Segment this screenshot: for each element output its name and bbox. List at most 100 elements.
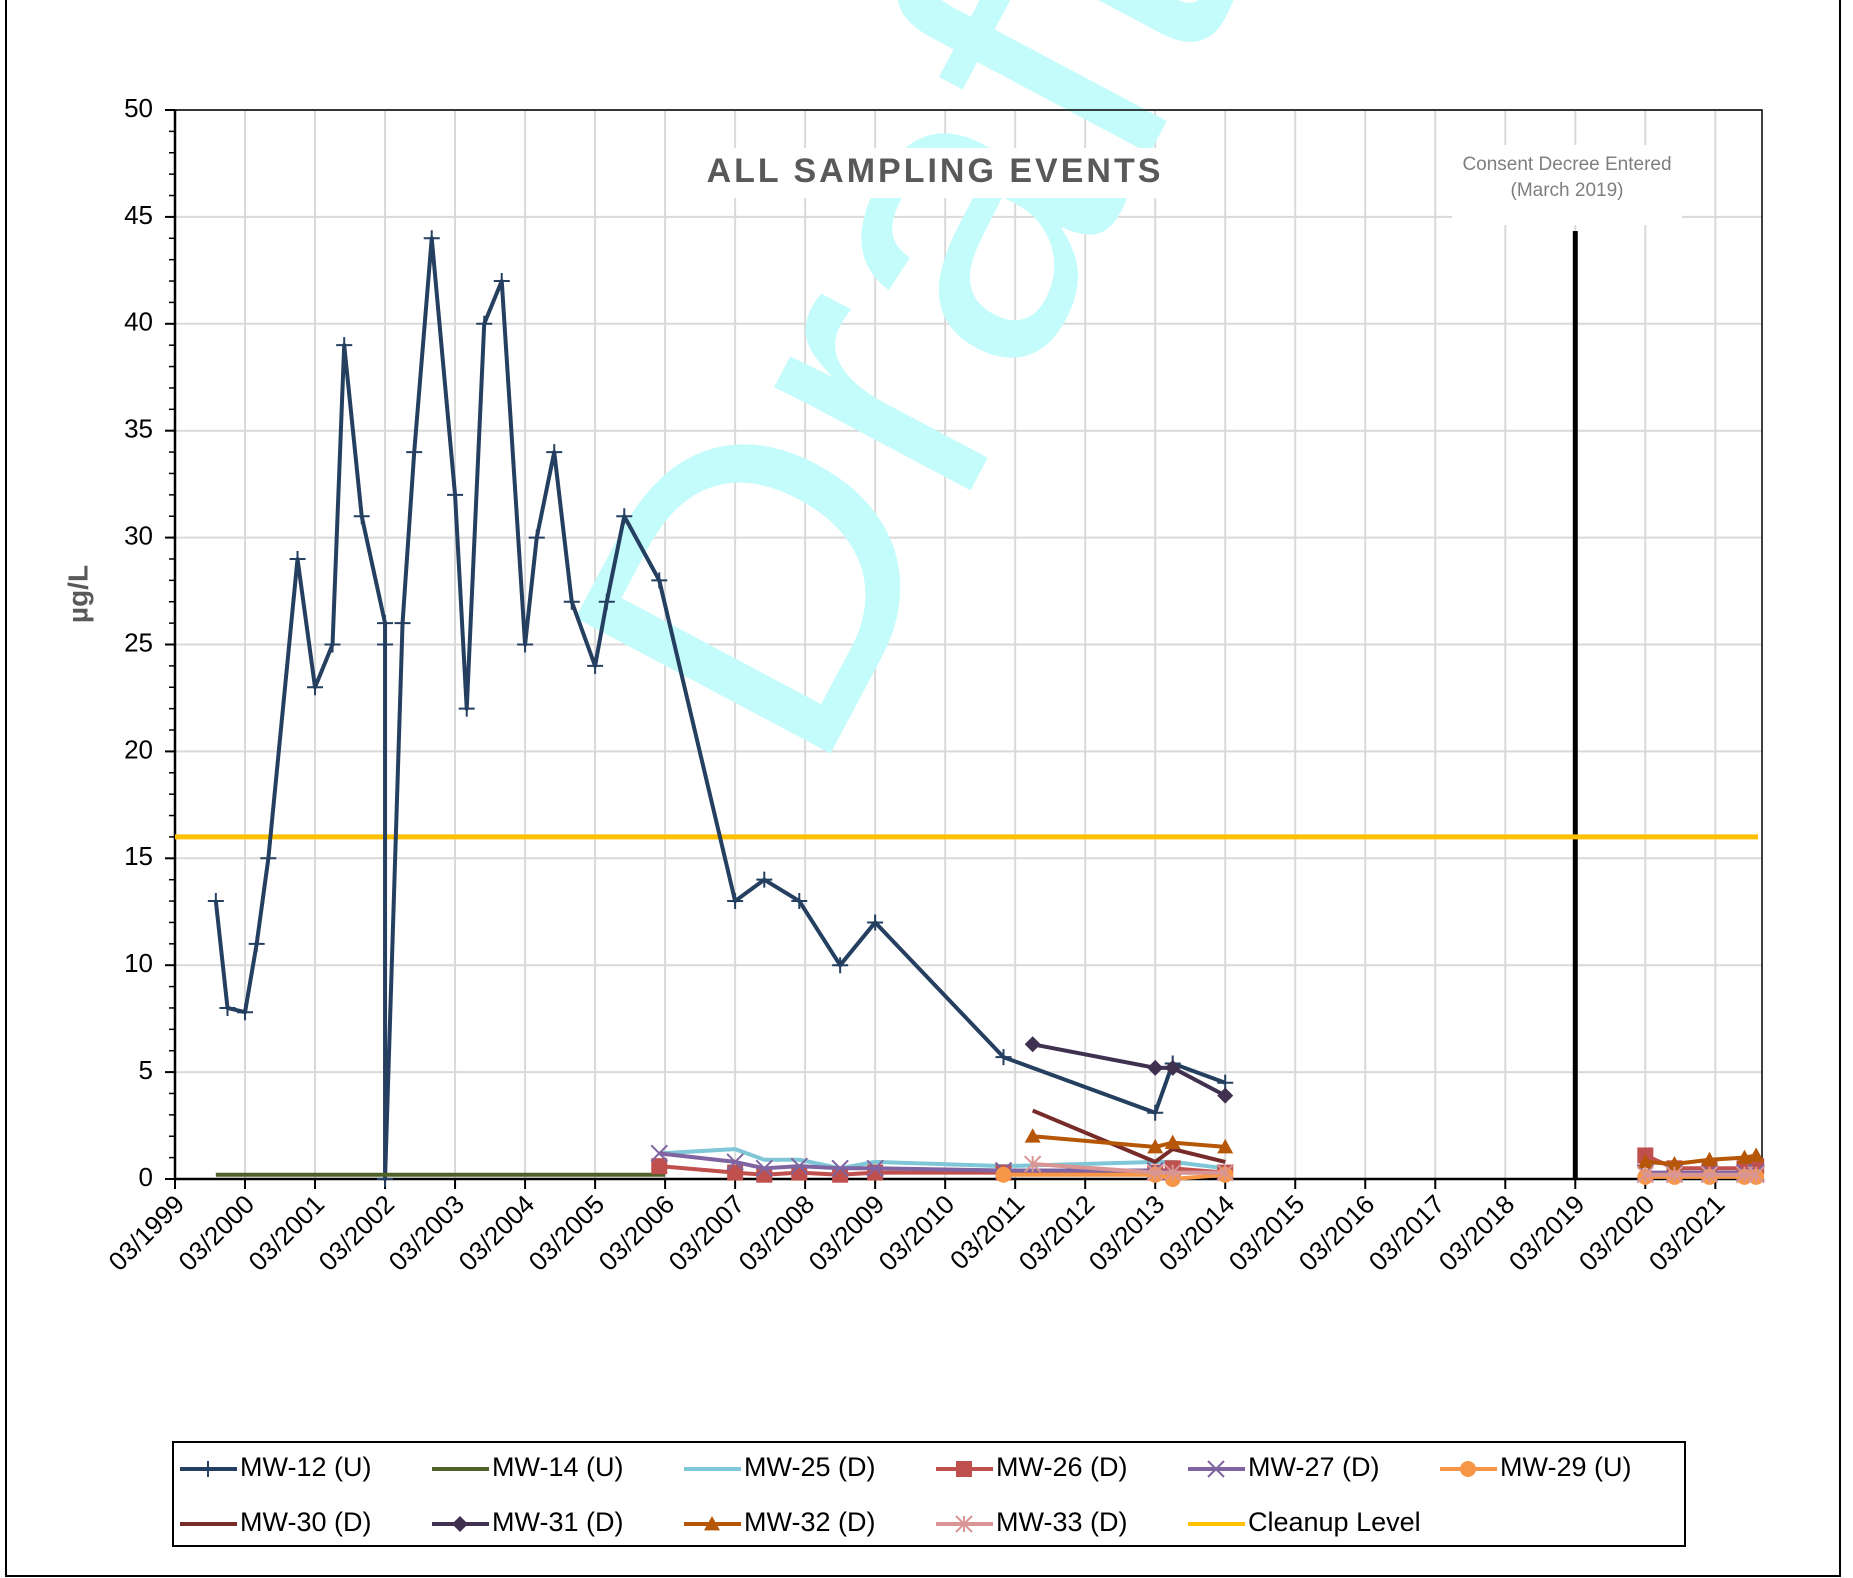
y-tick-label: 5	[139, 1055, 153, 1085]
marker	[616, 508, 633, 525]
marker	[955, 1515, 973, 1533]
x-tick-label: 03/2019	[1503, 1189, 1591, 1277]
marker-part	[587, 657, 604, 674]
marker-part	[493, 273, 510, 290]
marker-part	[458, 700, 475, 717]
marker-part	[563, 593, 580, 610]
marker-part	[1164, 1059, 1181, 1076]
marker	[324, 636, 341, 653]
legend-item: MW-30 (D)	[180, 1507, 372, 1537]
legend-label: MW-30 (D)	[240, 1507, 372, 1537]
annotation-box	[1452, 145, 1682, 225]
series-line	[1003, 1172, 1226, 1181]
marker	[1217, 1087, 1234, 1104]
marker-part	[831, 1159, 849, 1178]
legend-label: MW-26 (D)	[996, 1452, 1128, 1482]
legend-item: MW-32 (D)	[684, 1507, 876, 1537]
marker-part	[995, 1049, 1012, 1066]
marker-part	[955, 1515, 973, 1533]
marker-part	[616, 508, 633, 525]
marker	[727, 1164, 744, 1181]
marker-part	[1207, 1460, 1225, 1478]
marker	[1164, 1134, 1181, 1150]
marker-part	[866, 1159, 884, 1178]
marker	[1217, 1138, 1234, 1154]
annotation: Consent Decree Entered	[1462, 154, 1671, 175]
marker	[1665, 1166, 1684, 1184]
x-tick-label: 03/2016	[1293, 1189, 1381, 1277]
y-tick-label: 30	[124, 520, 153, 550]
marker	[727, 893, 744, 910]
x-tick-label: 03/2012	[1013, 1189, 1101, 1277]
marker	[995, 1049, 1012, 1066]
marker-part	[546, 444, 563, 461]
x-tick-label: 03/2005	[523, 1189, 611, 1277]
watermark: Draft	[480, 0, 1322, 826]
marker	[452, 1516, 468, 1532]
marker-part	[995, 1166, 1012, 1183]
marker-part	[237, 1004, 254, 1021]
marker	[528, 529, 545, 546]
legend-label: MW-33 (D)	[996, 1507, 1128, 1537]
marker	[1666, 1156, 1683, 1171]
marker-part	[867, 914, 884, 931]
marker-part	[1147, 1138, 1164, 1154]
marker	[1748, 1147, 1765, 1162]
x-tick-label: 03/2013	[1083, 1189, 1171, 1277]
marker	[650, 1144, 668, 1163]
marker	[563, 593, 580, 610]
x-tick-label: 03/2007	[663, 1189, 751, 1277]
marker	[832, 1166, 849, 1183]
series-line	[659, 1147, 1226, 1171]
marker	[406, 444, 423, 461]
marker-part	[1736, 1149, 1753, 1165]
y-tick-label: 15	[124, 841, 153, 871]
marker	[651, 1158, 668, 1175]
marker	[237, 1004, 254, 1021]
marker	[207, 893, 224, 910]
marker-part	[324, 636, 341, 653]
x-tick-label: 03/2018	[1433, 1189, 1521, 1277]
marker	[1637, 1153, 1654, 1169]
marker-part	[651, 572, 668, 589]
marker-part	[832, 1166, 849, 1183]
marker	[260, 850, 277, 867]
marker-part	[260, 850, 277, 867]
legend-box	[172, 1441, 1686, 1547]
marker-part	[1748, 1147, 1765, 1162]
marker-part	[1700, 1166, 1719, 1184]
marker-part	[423, 230, 440, 247]
marker-part	[704, 1516, 720, 1531]
title-box	[690, 148, 1180, 198]
legend-item: Cleanup Level	[1188, 1507, 1421, 1537]
marker	[1700, 1166, 1719, 1184]
marker-part	[1217, 1087, 1234, 1104]
marker	[546, 444, 563, 461]
annotation: (March 2019)	[1511, 180, 1624, 201]
marker	[447, 486, 464, 503]
legend-item: MW-25 (D)	[684, 1452, 876, 1482]
marker-part	[289, 550, 306, 567]
x-tick-label: 03/2017	[1363, 1189, 1451, 1277]
marker	[651, 572, 668, 589]
marker-part	[1024, 1128, 1041, 1143]
marker-part	[1665, 1166, 1684, 1184]
marker-part	[394, 615, 411, 632]
marker-part	[476, 315, 493, 332]
x-tick-label: 03/2015	[1223, 1189, 1311, 1277]
legend-label: MW-31 (D)	[492, 1507, 624, 1537]
x-tick-label: 03/2003	[382, 1189, 470, 1277]
legend-label: MW-32 (D)	[744, 1507, 876, 1537]
marker-part	[756, 871, 773, 888]
legend-label: Cleanup Level	[1248, 1507, 1421, 1537]
marker	[1747, 1166, 1765, 1184]
marker-part	[248, 935, 265, 952]
marker	[1147, 1059, 1164, 1076]
legend-label: MW-27 (D)	[1248, 1452, 1380, 1482]
marker-part	[790, 1157, 809, 1175]
marker-part	[650, 1144, 668, 1163]
marker-part	[1666, 1156, 1683, 1171]
marker	[756, 871, 773, 888]
marker	[791, 1164, 808, 1181]
